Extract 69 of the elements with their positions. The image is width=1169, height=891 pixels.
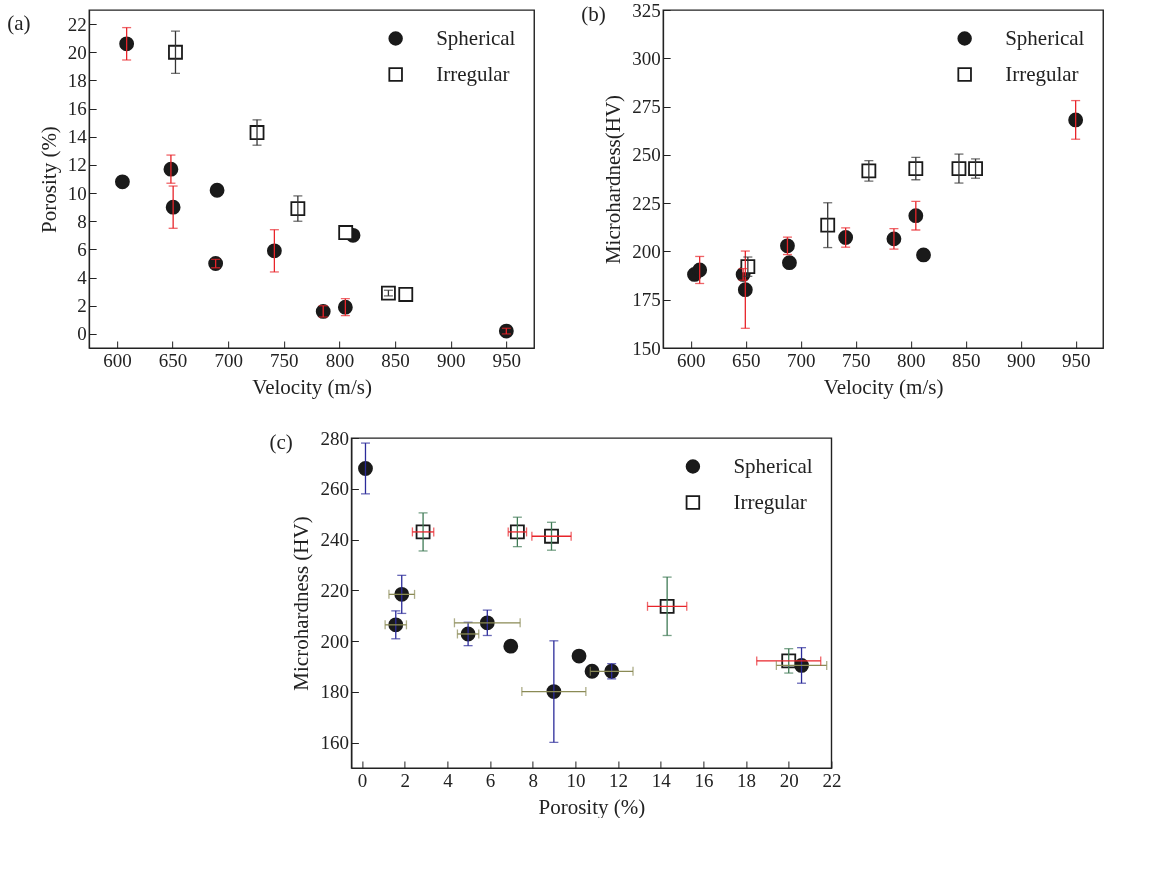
x-tick-label: 750 [270, 349, 299, 371]
x-tick-label: 10 [566, 769, 586, 791]
y-tick-label: 325 [632, 0, 661, 21]
y-tick-label: 300 [632, 47, 661, 69]
legend-label: Spherical [1005, 25, 1085, 50]
y-tick-label: 150 [632, 337, 661, 359]
legend-label: Irregular [1005, 61, 1079, 86]
y-tick-label: 4 [77, 267, 88, 289]
y-tick-label: 0 [77, 323, 87, 345]
x-tick-label: 850 [951, 349, 981, 371]
y-tick-label: 12 [67, 154, 87, 176]
x-tick-label: 950 [1061, 349, 1091, 371]
y-tick-label: 180 [320, 681, 349, 703]
x-tick-label: 2 [400, 769, 410, 791]
legend-label: Spherical [733, 453, 813, 478]
legend-label: Spherical [436, 25, 516, 50]
y-tick-label: 275 [632, 96, 661, 118]
x-tick-label: 700 [214, 349, 243, 371]
chart-title: (c) [269, 430, 293, 454]
y-tick-label: 14 [67, 126, 88, 148]
chart-title: (b) [581, 2, 606, 26]
y-tick-label: 250 [632, 144, 661, 166]
x-tick-label: 4 [443, 769, 454, 791]
y-tick-label: 18 [67, 69, 87, 91]
x-tick-label: 900 [1006, 349, 1036, 371]
y-tick-label: 10 [67, 182, 87, 204]
x-tick-label: 0 [357, 769, 368, 791]
y-tick-label: 200 [320, 630, 349, 652]
x-tick-label: 750 [841, 349, 871, 371]
x-tick-label: 600 [676, 349, 706, 371]
y-tick-label: 260 [320, 478, 349, 500]
x-tick-label: 900 [436, 349, 466, 371]
y-axis-title: Porosity (%) [36, 126, 61, 233]
chart-title: (a) [7, 11, 31, 35]
y-tick-label: 8 [77, 210, 87, 232]
x-tick-label: 20 [779, 769, 799, 791]
y-tick-label: 2 [77, 295, 87, 317]
y-tick-label: 220 [320, 579, 349, 601]
x-tick-label: 8 [528, 769, 538, 791]
y-tick-label: 200 [632, 240, 661, 262]
x-tick-label: 22 [822, 769, 842, 791]
legend-label: Irregular [436, 61, 510, 86]
y-tick-label: 16 [67, 98, 87, 120]
x-tick-label: 600 [103, 349, 132, 371]
x-tick-label: 6 [485, 769, 496, 791]
y-tick-label: 6 [77, 238, 87, 260]
y-tick-label: 160 [320, 732, 349, 754]
y-axis-title: Microhardness (HV) [289, 516, 314, 691]
legend-label: Irregular [733, 489, 807, 514]
x-tick-label: 650 [731, 349, 761, 371]
x-tick-label: 800 [325, 349, 355, 371]
y-tick-label: 240 [320, 529, 349, 551]
x-axis-title: Porosity (%) [538, 794, 646, 819]
x-tick-label: 16 [694, 769, 714, 791]
y-axis-title: Microhardness(HV) [601, 94, 626, 265]
y-tick-label: 20 [67, 41, 87, 63]
x-tick-label: 650 [158, 349, 188, 371]
x-tick-label: 800 [896, 349, 926, 371]
x-tick-label: 18 [737, 769, 757, 791]
x-tick-label: 700 [786, 349, 816, 371]
x-tick-label: 950 [492, 349, 522, 371]
x-axis-title: Velocity (m/s) [823, 374, 944, 399]
y-tick-label: 225 [632, 192, 661, 214]
x-axis-title: Velocity (m/s) [252, 374, 372, 399]
y-tick-label: 175 [632, 289, 661, 311]
y-tick-label: 22 [67, 13, 87, 35]
x-tick-label: 12 [609, 769, 629, 791]
y-tick-label: 280 [320, 427, 349, 449]
x-tick-label: 850 [381, 349, 410, 371]
